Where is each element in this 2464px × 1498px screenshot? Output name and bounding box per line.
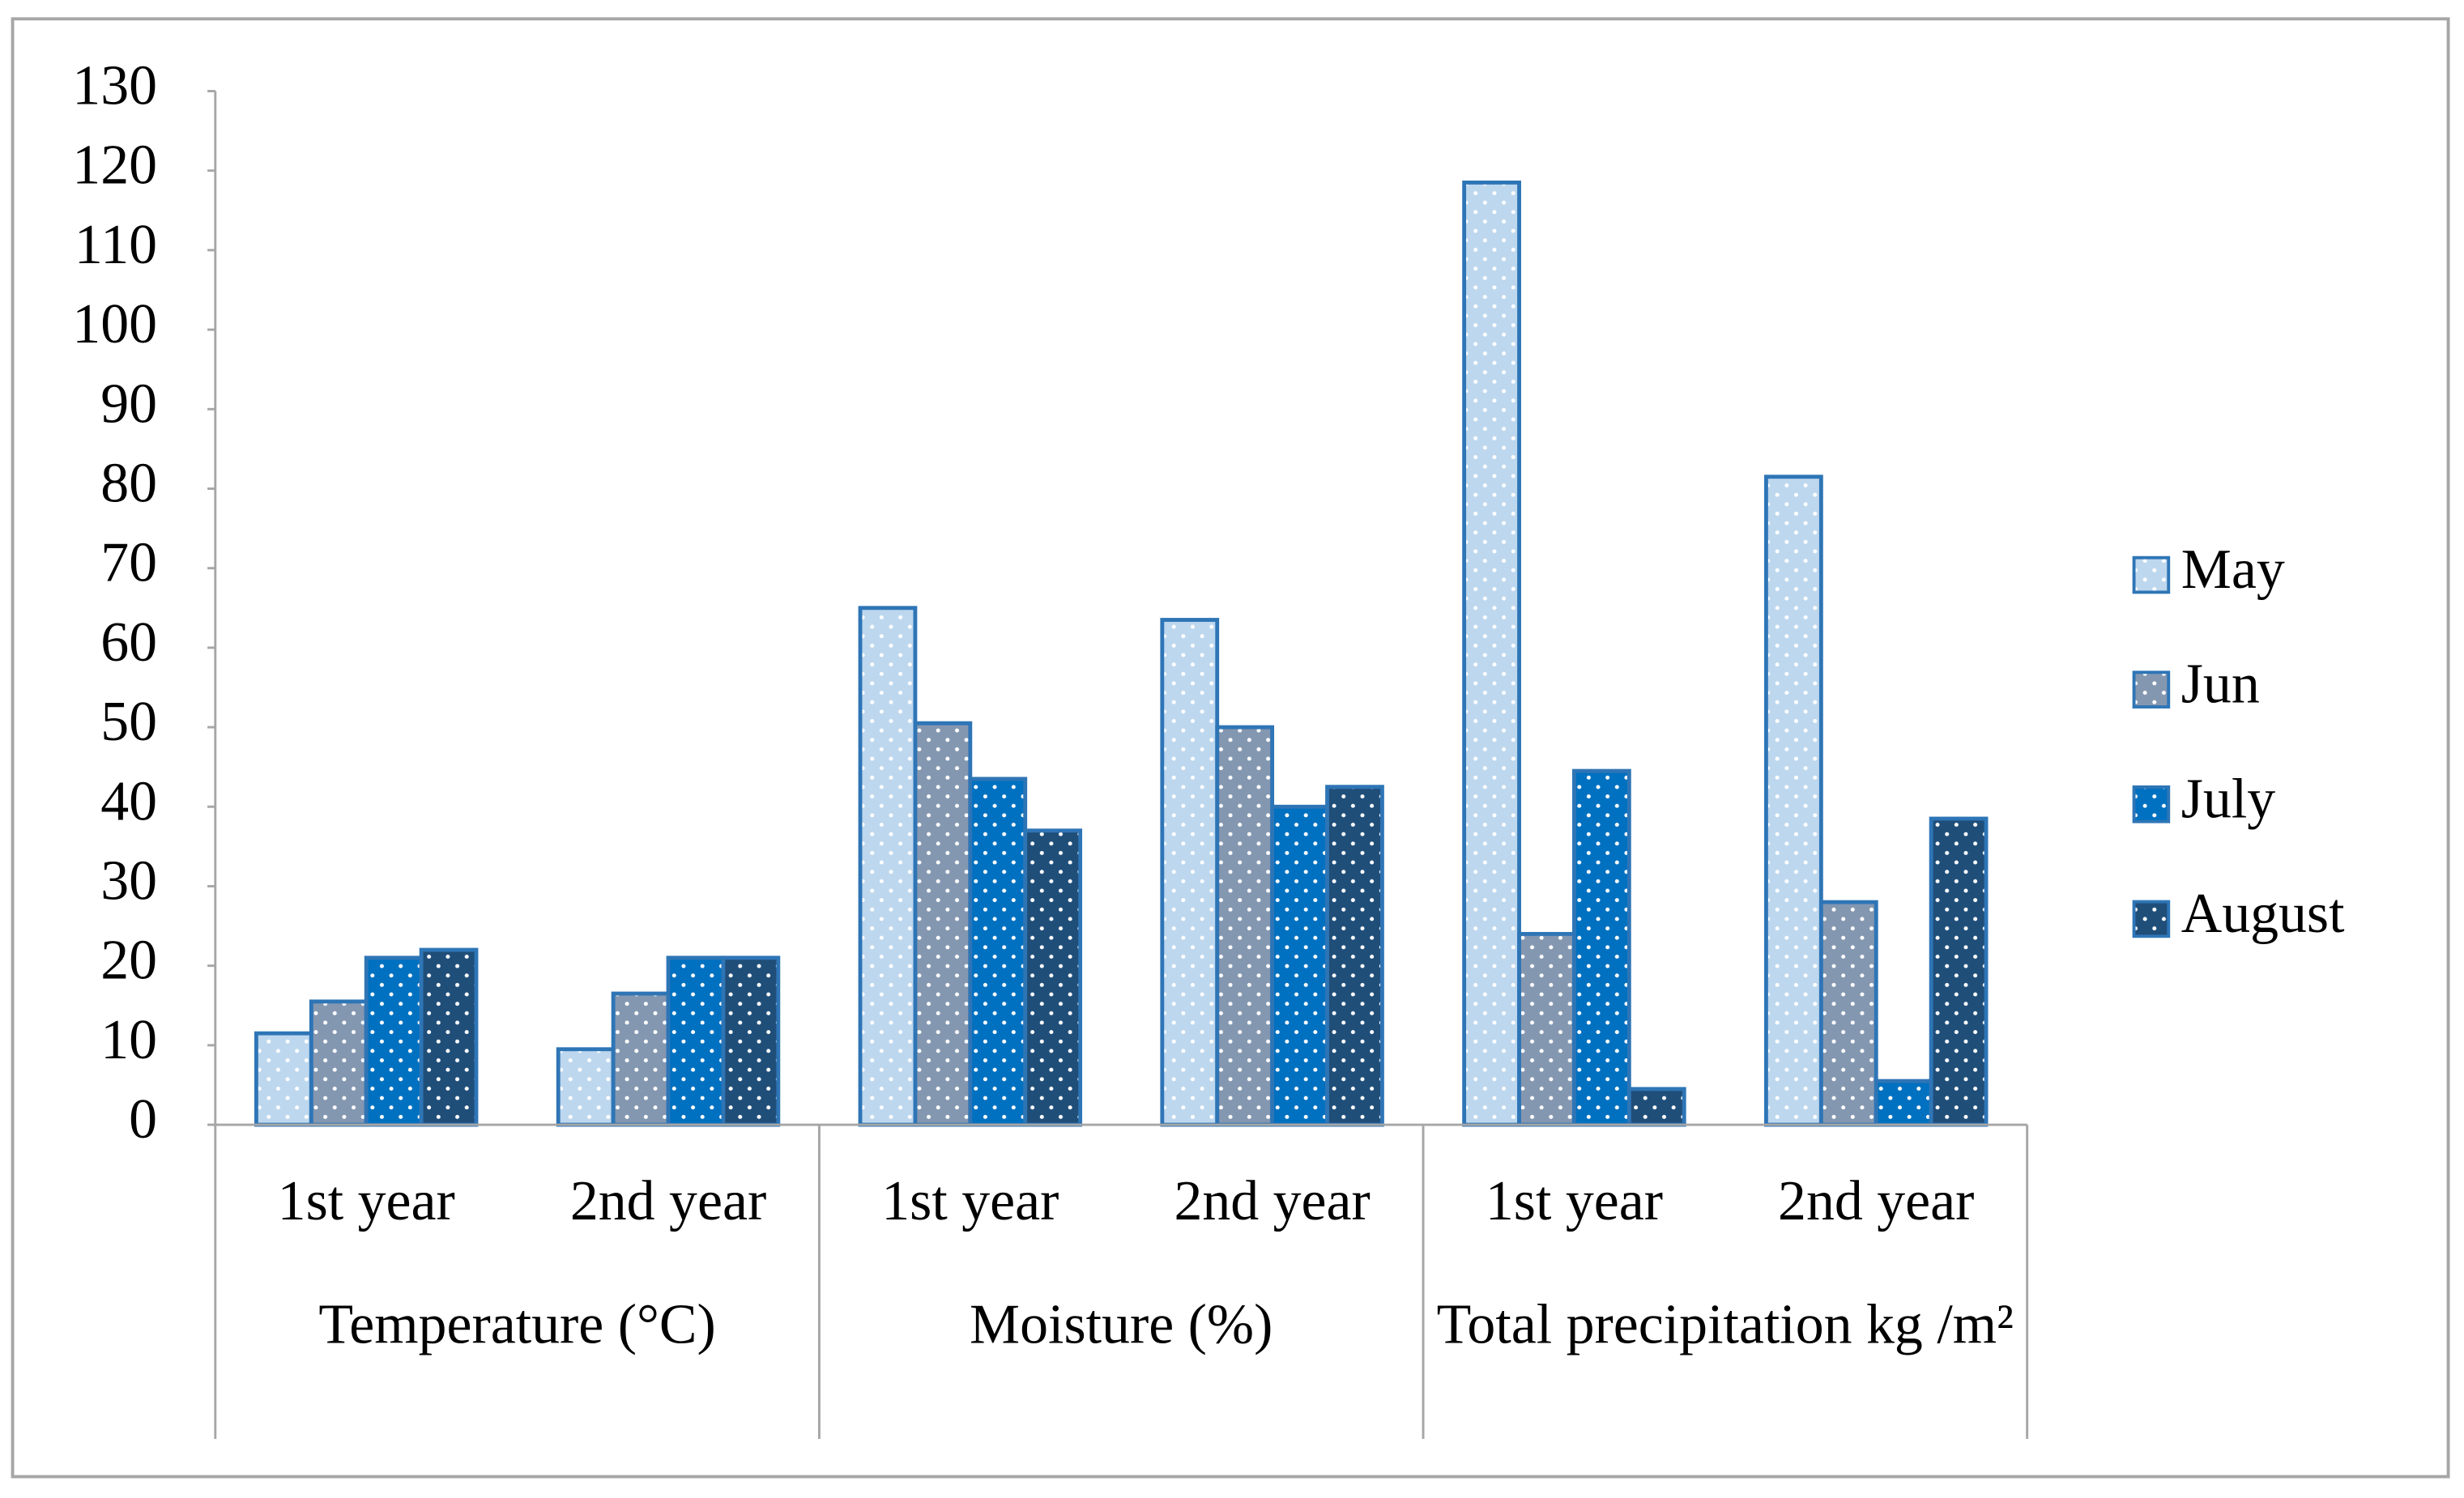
x-tick-label: 2nd year (570, 1170, 766, 1232)
bar (1325, 785, 1384, 1127)
y-tick-label: 0 (129, 1088, 157, 1151)
bar (1215, 725, 1275, 1127)
bar (1462, 181, 1521, 1127)
bar (1818, 900, 1878, 1127)
y-tick-label: 70 (100, 532, 157, 594)
x-tick-label: 2nd year (1174, 1170, 1370, 1232)
bar (968, 777, 1028, 1127)
legend-label: May (2181, 538, 2285, 601)
group-label-box: Moisture (%) (970, 1292, 1273, 1356)
bar (913, 721, 973, 1127)
bar (611, 991, 671, 1127)
bar (1270, 804, 1329, 1127)
bar (1572, 768, 1631, 1127)
legend-label: August (2181, 883, 2345, 945)
bar (556, 1047, 616, 1127)
bar (721, 955, 781, 1127)
group-label: Moisture (%) (970, 1292, 1273, 1356)
y-tick-label: 60 (100, 611, 157, 674)
legend-swatch (2132, 900, 2171, 938)
group-label: Total precipitation kg /m² (1436, 1292, 2014, 1356)
bar (1929, 816, 1989, 1127)
legend-label: Jun (2181, 653, 2260, 716)
group-label: Temperature (°C) (318, 1292, 716, 1356)
bar (1517, 931, 1576, 1127)
y-tick-label: 80 (100, 453, 157, 515)
bar (1160, 618, 1220, 1127)
y-tick-label: 130 (72, 55, 157, 117)
bar (1626, 1087, 1686, 1127)
x-tick-label: 1st year (278, 1170, 455, 1232)
bar (1874, 1079, 1933, 1127)
y-tick-label: 30 (100, 849, 157, 912)
bar (364, 955, 424, 1127)
group-label-box: Total precipitation kg /m² (1436, 1292, 2014, 1356)
bar (419, 947, 479, 1127)
x-tick-label: 1st year (881, 1170, 1059, 1232)
y-tick-label: 90 (100, 372, 157, 435)
y-tick-label: 110 (75, 214, 157, 276)
bar (309, 999, 369, 1127)
y-tick-label: 50 (100, 691, 157, 753)
legend-swatch (2132, 555, 2171, 594)
bar (858, 606, 918, 1127)
bar (1023, 828, 1083, 1127)
bar (254, 1031, 313, 1127)
x-tick-label: 1st year (1486, 1170, 1663, 1232)
legend-swatch (2132, 785, 2171, 823)
y-tick-label: 100 (72, 293, 157, 355)
legend-swatch (2132, 670, 2171, 709)
group-label-box: Temperature (°C) (318, 1292, 716, 1356)
bar (1764, 475, 1823, 1127)
x-tick-label: 2nd year (1778, 1170, 1974, 1232)
bar (666, 955, 726, 1127)
legend-label: July (2181, 768, 2275, 830)
y-tick-label: 120 (72, 134, 157, 197)
y-tick-label: 10 (100, 1009, 157, 1071)
y-tick-label: 40 (100, 770, 157, 832)
y-tick-label: 20 (100, 930, 157, 992)
